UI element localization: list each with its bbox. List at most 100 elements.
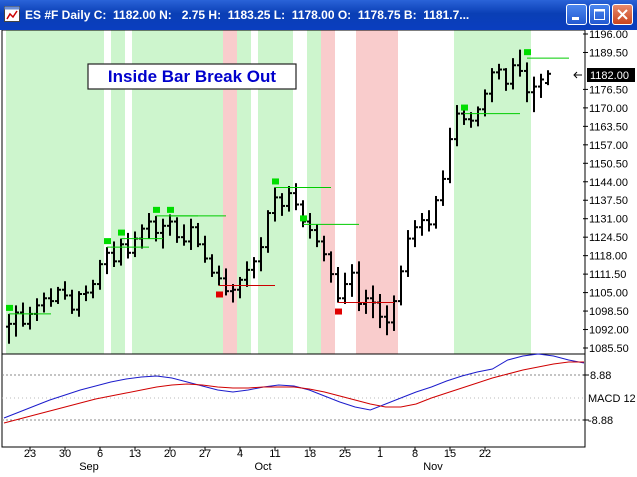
last-price-tag: 1182.00: [587, 68, 635, 82]
price-bar: [13, 305, 19, 337]
signal-band: [321, 30, 335, 354]
price-tick-label: 1105.00: [589, 288, 628, 300]
price-bar: [391, 295, 397, 331]
price-bar: [461, 107, 467, 125]
date-tick-label: 20: [164, 448, 176, 460]
price-bar: [447, 127, 453, 184]
title-bar[interactable]: ES #F Daily C: 1182.00 N: 2.75 H: 1183.2…: [0, 0, 637, 30]
price-bar: [97, 259, 103, 290]
price-bar: [545, 70, 551, 86]
price-bar: [69, 289, 75, 314]
date-month-label: Oct: [254, 461, 271, 473]
price-bar: [384, 305, 390, 336]
buy-signal-marker: [272, 178, 331, 188]
price-bar: [475, 106, 481, 127]
price-bar: [426, 210, 432, 232]
close-icon: [617, 9, 628, 20]
minimize-button[interactable]: [566, 4, 587, 25]
price-bar: [146, 213, 152, 239]
price-bar: [209, 254, 215, 277]
maximize-icon: [594, 9, 605, 20]
price-tick-label: 1124.50: [589, 232, 628, 244]
price-bar: [216, 265, 222, 286]
price-axis: 1196.00 1189.50 1176.50 1170.00 1163.50 1157.…: [573, 30, 629, 355]
chart-title: Inside Bar Break Out: [108, 67, 277, 86]
buy-signal-marker: [300, 215, 359, 225]
price-tick-label: 1189.50: [589, 47, 628, 59]
price-bar: [279, 193, 285, 216]
price-bar: [412, 220, 418, 248]
price-bar: [125, 232, 131, 259]
signal-band: [356, 30, 398, 354]
date-tick-label: 1: [377, 448, 383, 460]
buy-signal-marker: [461, 104, 520, 115]
price-bar: [300, 200, 306, 228]
price-tick-label: 1118.00: [589, 251, 627, 263]
buy-signal-marker: [524, 49, 569, 59]
price-bar: [230, 284, 236, 303]
buy-signal-marker: [104, 238, 149, 248]
app-icon: [4, 6, 20, 22]
maximize-button[interactable]: [589, 4, 610, 25]
price-bar: [398, 265, 404, 306]
price-bar: [41, 292, 47, 313]
price-bar: [48, 288, 54, 307]
macd-line: [3, 353, 585, 419]
price-bar: [174, 217, 180, 243]
price-bar: [531, 76, 537, 113]
date-month-label: Sep: [79, 461, 99, 473]
price-bar: [286, 186, 292, 212]
sell-signal-marker: [335, 302, 394, 315]
price-bar: [188, 218, 194, 250]
price-bar: [468, 112, 474, 128]
chart-title-box: Inside Bar Break Out: [87, 63, 297, 90]
price-bar: [62, 281, 68, 300]
price-tick-label: 1131.00: [589, 214, 628, 226]
price-tick-label: 1196.00: [589, 30, 628, 41]
price-bar: [517, 49, 523, 77]
date-tick-label: 30: [59, 448, 71, 460]
sell-signal-marker: [216, 284, 275, 298]
close-button[interactable]: [612, 4, 633, 25]
macd-axis: 8.88 MACD 12 -8.88: [583, 370, 636, 427]
price-bar: [83, 285, 89, 302]
date-tick-label: 8: [412, 448, 418, 460]
price-bars: [6, 49, 551, 344]
price-bar: [307, 213, 313, 239]
price-bar: [314, 224, 320, 248]
date-tick-label: 13: [129, 448, 141, 460]
price-bar: [538, 73, 544, 98]
price-bar: [202, 235, 208, 263]
price-chart[interactable]: 1196.00 1189.50 1176.50 1170.00 1163.50 1157.…: [0, 30, 637, 477]
macd-indicator-name: MACD 12: [588, 393, 636, 405]
price-bar: [433, 195, 439, 229]
price-bar: [258, 237, 264, 272]
price-bar: [342, 272, 348, 304]
date-month-label: Nov: [423, 461, 443, 473]
price-bar: [237, 276, 243, 299]
date-tick-label: 22: [479, 448, 491, 460]
last-price-arrow-icon: [573, 71, 582, 79]
price-tick-label: 1092.00: [589, 325, 629, 337]
date-tick-label: 25: [339, 448, 351, 460]
date-tick-label: 4: [237, 448, 243, 460]
price-bar: [363, 289, 369, 314]
date-tick-label: 23: [24, 448, 36, 460]
buy-signal-marker: [118, 229, 163, 240]
buy-signal-marker: [6, 304, 51, 315]
minimize-icon: [572, 17, 579, 20]
price-bar: [272, 187, 278, 222]
price-bar: [244, 261, 250, 287]
macd-lines: [3, 353, 585, 424]
price-tick-label: 1163.50: [589, 121, 628, 133]
price-tick-label: 1170.00: [589, 103, 628, 115]
price-bar: [20, 302, 26, 327]
price-tick-label: 1176.50: [589, 84, 628, 96]
price-tick-label: 1137.50: [589, 195, 628, 207]
price-bar: [265, 210, 271, 253]
price-bar: [524, 62, 530, 103]
window-title: ES #F Daily C: 1182.00 N: 2.75 H: 1183.2…: [25, 8, 470, 22]
price-bar: [76, 291, 82, 317]
date-tick-label: 11: [269, 448, 280, 460]
